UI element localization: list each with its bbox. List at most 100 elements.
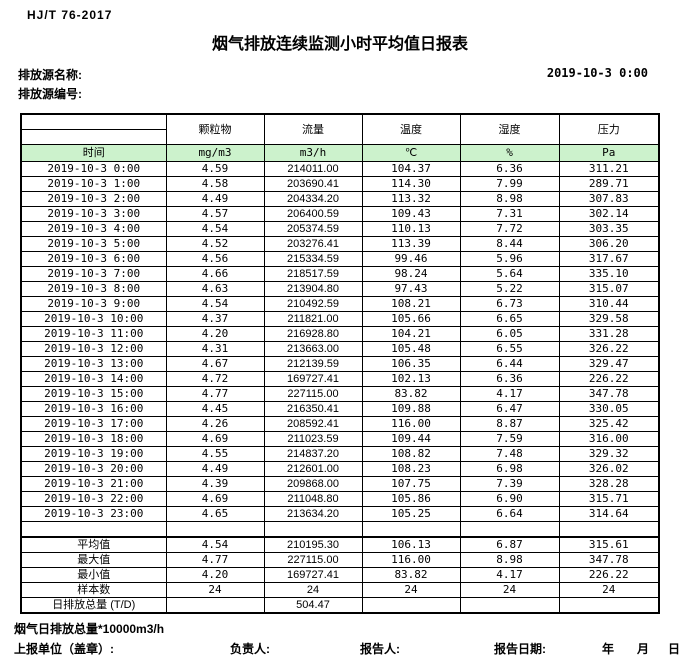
value-cell: 7.59 (459, 431, 560, 447)
value-cell: 317.67 (558, 251, 660, 267)
value-cell: 4.20 (165, 326, 265, 342)
header-blank-cell-2 (20, 129, 167, 145)
value-cell: 315.71 (558, 491, 660, 507)
value-cell: 316.00 (558, 431, 660, 447)
table-row: 平均值 4.54 210195.30 106.13 6.87 315.61 (20, 536, 660, 553)
value-cell: 331.28 (558, 326, 660, 342)
value-cell: 106.35 (361, 356, 461, 372)
value-cell: 7.48 (459, 446, 560, 462)
value-cell: 4.37 (165, 311, 265, 327)
time-cell: 2019-10-3 9:00 (20, 296, 167, 312)
value-cell: 4.77 (165, 386, 265, 402)
value-cell: 4.20 (165, 567, 265, 583)
header-blank-cell-1 (20, 113, 167, 130)
page-title: 烟气排放连续监测小时平均值日报表 (211, 36, 468, 53)
header-temperature: 温度 (361, 113, 461, 145)
value-cell: 6.05 (459, 326, 560, 342)
time-cell: 2019-10-3 5:00 (20, 236, 167, 252)
value-cell: 329.58 (558, 311, 660, 327)
value-cell: 203276.41 (263, 236, 363, 252)
value-cell: 4.49 (165, 461, 265, 477)
value-cell: 102.13 (361, 371, 461, 387)
value-cell: 314.64 (558, 506, 660, 522)
report-unit-label: 上报单位（盖章）: (14, 642, 114, 656)
summary-section: 平均值 4.54 210195.30 106.13 6.87 315.61 最大值 4.77 2… (20, 521, 660, 614)
table-row: 2019-10-3 12:00 4.31 213663.00 105.48 6.55 32… (20, 341, 660, 357)
value-cell: 83.82 (361, 567, 461, 583)
value-cell: 213634.20 (263, 506, 363, 522)
summary-label-cell: 最大值 (20, 552, 167, 568)
value-cell: 6.98 (459, 461, 560, 477)
value-cell: 4.66 (165, 266, 265, 282)
value-cell: 8.98 (459, 552, 560, 568)
value-cell: 116.00 (361, 552, 461, 568)
value-cell: 99.46 (361, 251, 461, 267)
unit-row: 时间 mg/m3 m3/h ℃ % Pa (20, 144, 660, 162)
source-name-label: 排放源名称: (18, 68, 82, 82)
table-row: 最小值 4.20 169727.41 83.82 4.17 226.22 (20, 567, 660, 583)
value-cell: 83.82 (361, 386, 461, 402)
time-cell: 2019-10-3 6:00 (20, 251, 167, 267)
value-cell: 315.61 (558, 536, 660, 553)
standard-number: HJ/T 76-2017 (27, 8, 113, 22)
value-cell: 4.58 (165, 176, 265, 192)
value-cell: 169727.41 (263, 371, 363, 387)
value-cell: 4.17 (459, 386, 560, 402)
time-cell: 2019-10-3 3:00 (20, 206, 167, 222)
value-cell: 206400.59 (263, 206, 363, 222)
responsible-label: 负责人: (230, 642, 270, 656)
time-cell: 2019-10-3 20:00 (20, 461, 167, 477)
value-cell: 209868.00 (263, 476, 363, 492)
value-cell: 6.87 (459, 536, 560, 553)
value-cell: 326.22 (558, 341, 660, 357)
time-cell: 2019-10-3 21:00 (20, 476, 167, 492)
value-cell: 6.44 (459, 356, 560, 372)
value-cell: 208592.41 (263, 416, 363, 432)
value-cell: 307.83 (558, 191, 660, 207)
table-row: 2019-10-3 17:00 4.26 208592.41 116.00 8.87 32… (20, 416, 660, 432)
reporter-label: 报告人: (360, 642, 400, 656)
table-row: 2019-10-3 9:00 4.54 210492.59 108.21 6.73 310… (20, 296, 660, 312)
value-cell: 211048.80 (263, 491, 363, 507)
time-cell: 2019-10-3 19:00 (20, 446, 167, 462)
month-label: 月 (637, 642, 650, 656)
value-cell: 289.71 (558, 176, 660, 192)
time-cell: 2019-10-3 10:00 (20, 311, 167, 327)
unit-pm: mg/m3 (165, 144, 265, 162)
table-row: 2019-10-3 15:00 4.77 227115.00 83.82 4.17 347… (20, 386, 660, 402)
unit-temperature: ℃ (361, 144, 461, 162)
value-cell (361, 597, 461, 614)
value-cell: 4.69 (165, 431, 265, 447)
value-cell: 24 (263, 582, 363, 598)
year-label: 年 (602, 642, 615, 656)
header-pressure: 压力 (558, 113, 660, 145)
time-cell: 2019-10-3 0:00 (20, 161, 167, 177)
value-cell: 4.45 (165, 401, 265, 417)
time-header: 时间 (20, 144, 167, 162)
value-cell: 4.67 (165, 356, 265, 372)
value-cell: 347.78 (558, 552, 660, 568)
value-cell: 4.55 (165, 446, 265, 462)
table-row: 2019-10-3 0:00 4.59 214011.00 104.37 6.36 311… (20, 161, 660, 177)
time-cell: 2019-10-3 17:00 (20, 416, 167, 432)
value-cell: 4.56 (165, 251, 265, 267)
value-cell: 214837.20 (263, 446, 363, 462)
spacer-cell (558, 521, 660, 538)
value-cell: 315.07 (558, 281, 660, 297)
value-cell: 215334.59 (263, 251, 363, 267)
report-datetime: 2019-10-3 0:00 (546, 66, 648, 80)
value-cell: 311.21 (558, 161, 660, 177)
value-cell: 6.47 (459, 401, 560, 417)
value-cell: 8.44 (459, 236, 560, 252)
value-cell: 105.86 (361, 491, 461, 507)
value-cell: 6.36 (459, 161, 560, 177)
time-cell: 2019-10-3 14:00 (20, 371, 167, 387)
header-row-1: 颗粒物 流量 温度 湿度 压力 (20, 113, 660, 145)
value-cell: 109.44 (361, 431, 461, 447)
time-cell: 2019-10-3 16:00 (20, 401, 167, 417)
report-date-label: 报告日期: (494, 642, 546, 656)
value-cell: 108.23 (361, 461, 461, 477)
value-cell: 5.64 (459, 266, 560, 282)
value-cell: 4.39 (165, 476, 265, 492)
time-cell: 2019-10-3 13:00 (20, 356, 167, 372)
